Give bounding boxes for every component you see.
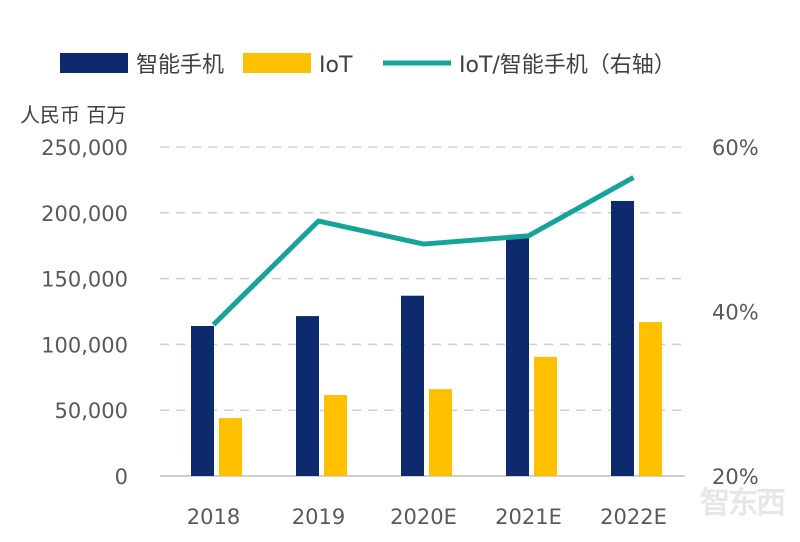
bar-smartphone [296,316,319,476]
y-axis-label: 人民币 百万 [20,103,126,127]
bar-iot [219,418,242,476]
watermark-logo: 智东西 [700,486,787,521]
x-tick-label: 2019 [292,505,345,529]
bar-iot [534,356,557,476]
y-tick-label: 150,000 [41,268,128,292]
x-tick-label: 2020E [390,505,457,529]
legend-label: 智能手机 [136,53,224,78]
y-tick-label: 200,000 [41,202,128,226]
x-tick-label: 2018 [187,505,240,529]
y2-tick-label: 40% [712,301,759,325]
bar-smartphone [191,325,214,476]
y-tick-label: 250,000 [41,136,128,160]
legend-swatch [60,53,128,73]
y2-tick-label: 60% [712,136,759,160]
bar-smartphone [611,200,634,476]
legend-swatch [243,53,311,73]
bar-iot [429,389,452,476]
bar-iot [639,322,662,476]
x-tick-label: 2021E [495,505,562,529]
legend-label: IoT [319,53,353,78]
bar-smartphone [401,295,424,476]
y-tick-label: 0 [115,465,128,489]
bar-iot [324,395,347,476]
x-tick-label: 2022E [600,505,667,529]
y-tick-label: 100,000 [41,333,128,357]
y2-tick-label: 20% [712,465,759,489]
bar-smartphone [506,237,529,476]
legend-label: IoT/智能手机（右轴） [459,53,676,78]
svg-text:智东西: 智东西 [700,486,785,521]
y-tick-label: 50,000 [55,399,128,423]
